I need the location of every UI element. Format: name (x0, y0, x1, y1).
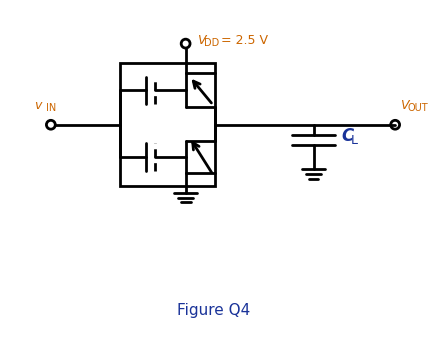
Text: Figure Q4: Figure Q4 (177, 303, 250, 318)
Text: IN: IN (46, 103, 56, 113)
Text: C: C (341, 127, 353, 145)
Text: = 2.5 V: = 2.5 V (217, 34, 268, 47)
Text: V: V (400, 99, 409, 112)
Bar (120, 63, 215, 186)
Text: DD: DD (204, 38, 219, 48)
Text: OUT: OUT (408, 103, 429, 113)
Text: v: v (33, 99, 41, 112)
Text: L: L (351, 134, 358, 148)
Text: V: V (198, 34, 206, 47)
